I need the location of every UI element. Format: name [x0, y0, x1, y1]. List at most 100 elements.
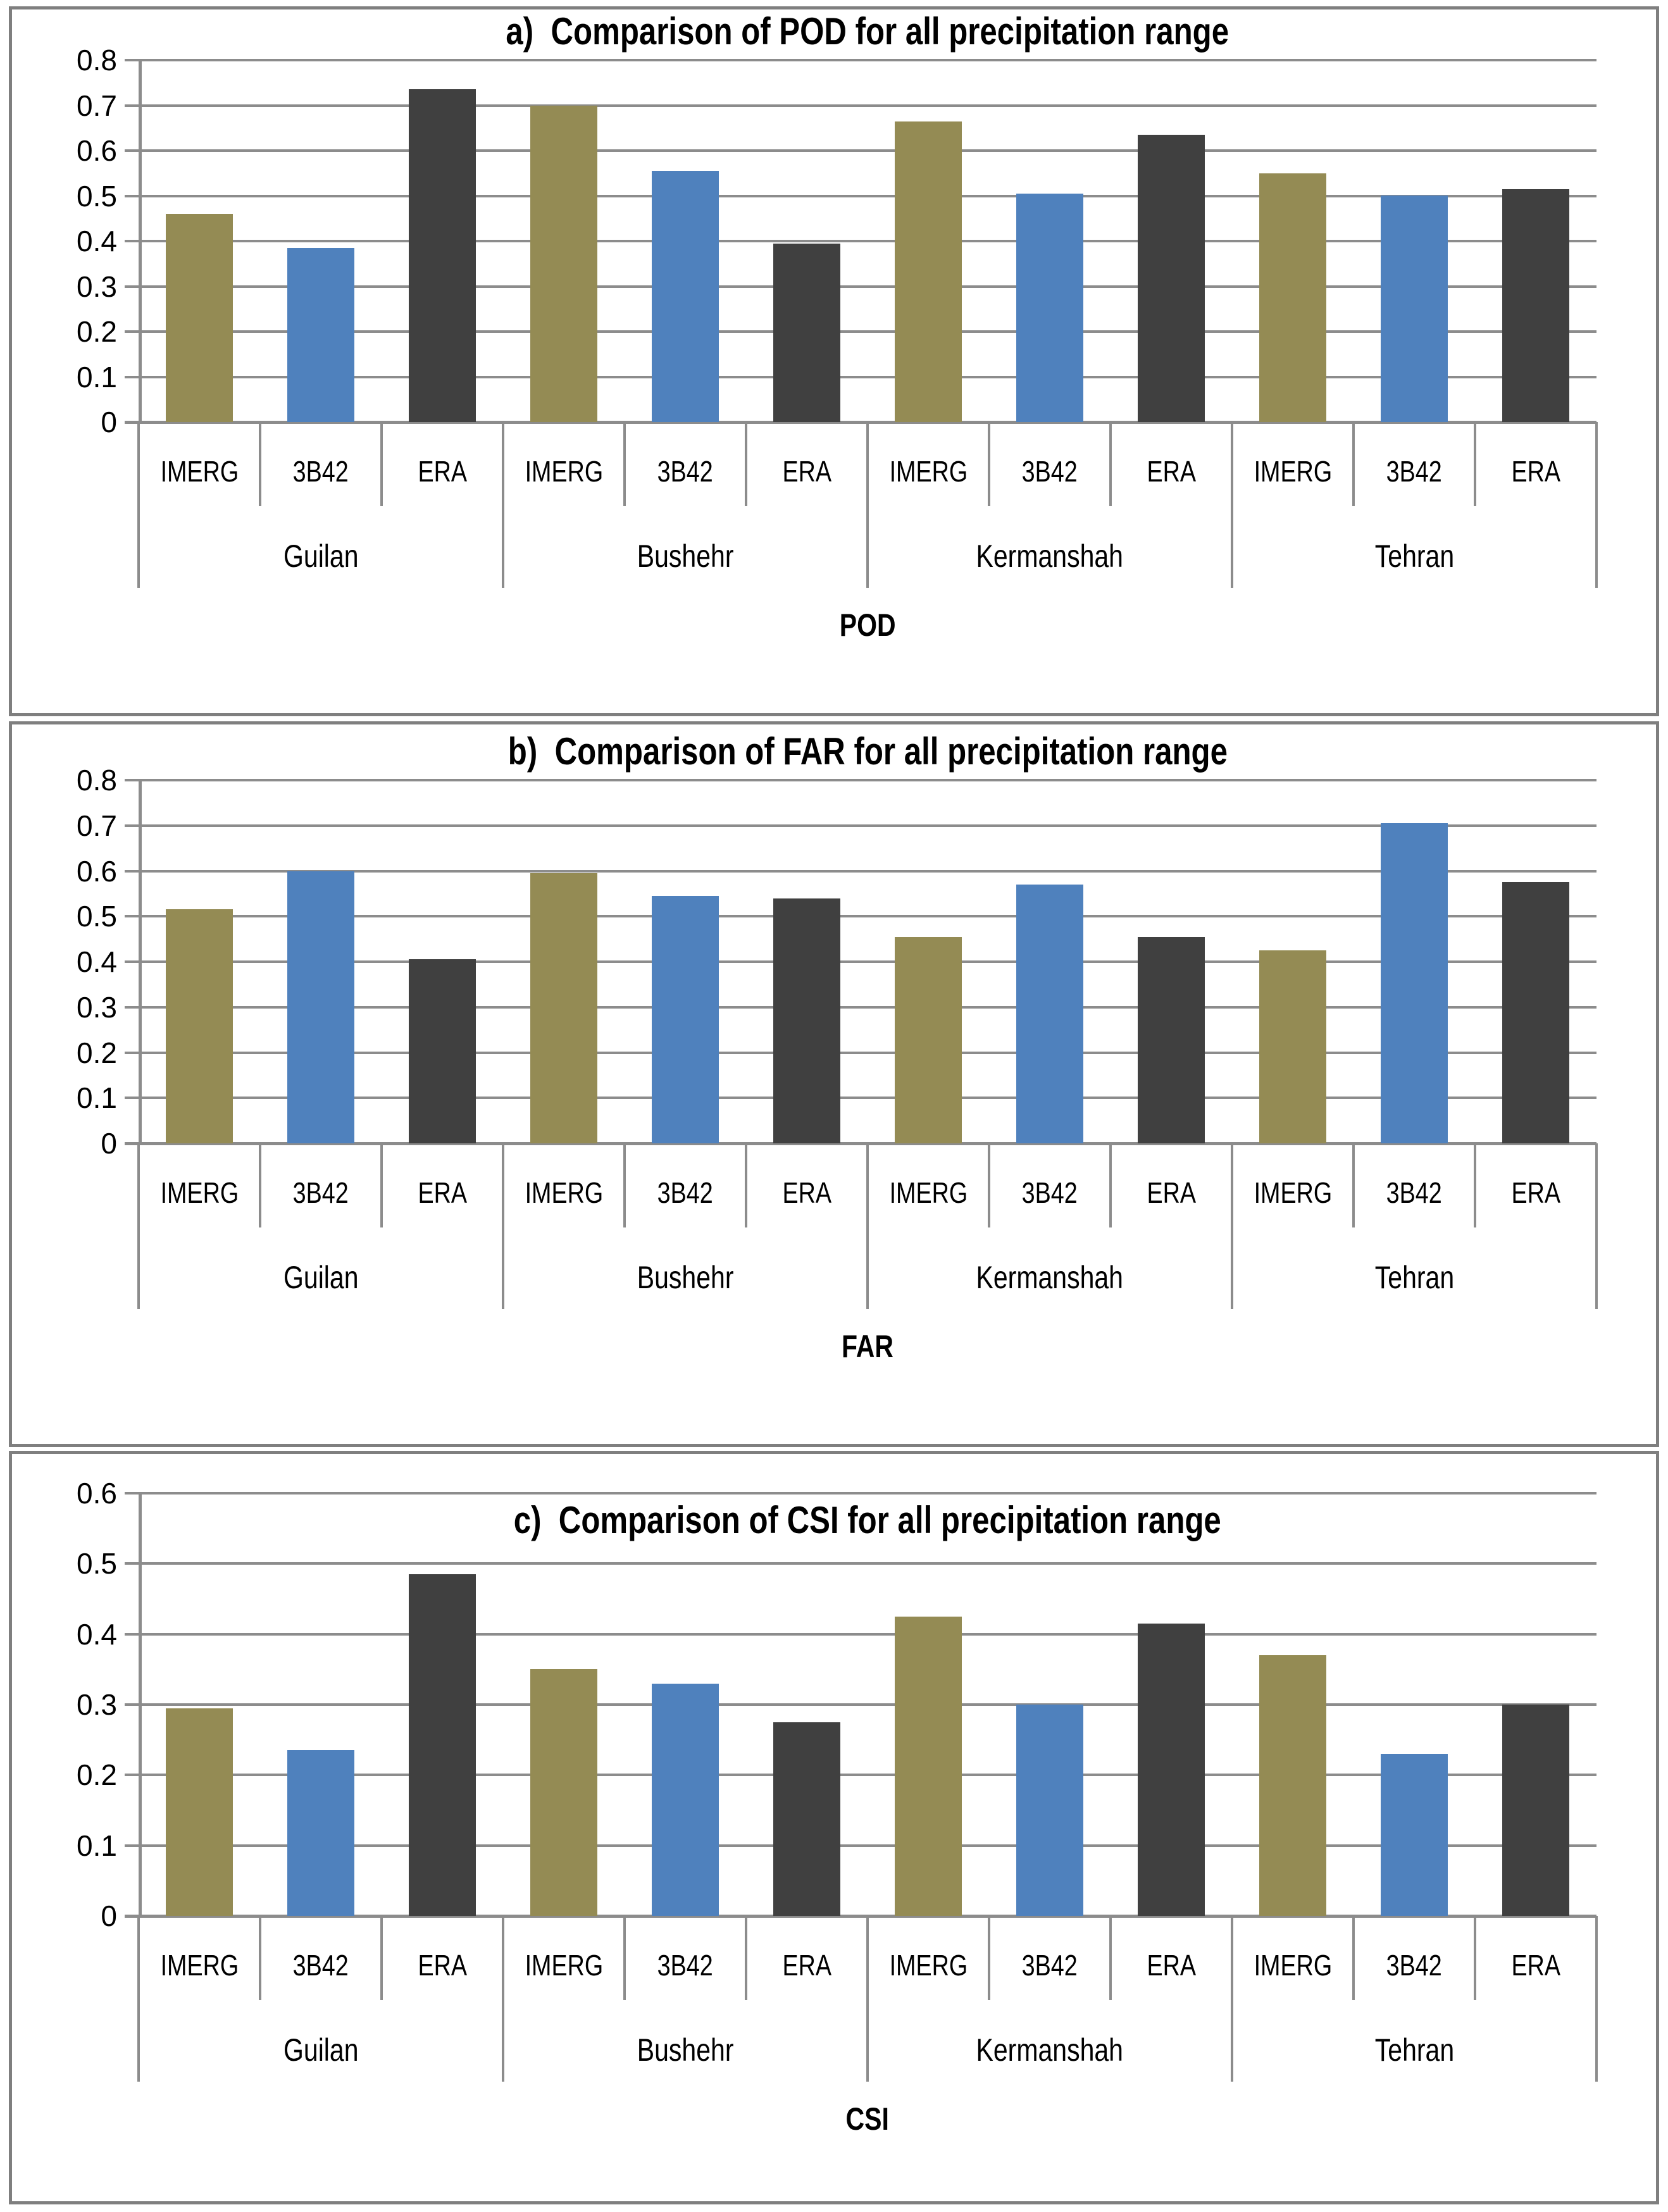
- category-group-separator: [1595, 1143, 1598, 1309]
- group-label-bushehr: Bushehr: [503, 537, 868, 580]
- series-label-text: 3B42: [657, 1949, 714, 1982]
- y-tick-label: 0.4: [77, 945, 117, 978]
- bar-kermanshah-imerg: [895, 1617, 962, 1916]
- category-group-separator: [866, 1143, 869, 1309]
- y-tick-label: 0.2: [77, 1758, 117, 1791]
- y-tick-label: 0.7: [77, 89, 117, 122]
- y-tick-label: 0.1: [77, 1829, 117, 1862]
- chart-title-text: a) Comparison of POD for all precipitati…: [506, 10, 1229, 53]
- series-label: 3B42: [625, 1948, 746, 1989]
- series-label-text: IMERG: [160, 1176, 239, 1209]
- series-label-text: ERA: [1511, 1176, 1560, 1209]
- group-label-text: Tehran: [1374, 538, 1454, 574]
- group-label-text: Kermanshah: [976, 2032, 1124, 2068]
- series-label-text: ERA: [1147, 455, 1196, 488]
- group-label-text: Bushehr: [637, 1260, 734, 1295]
- series-label-text: 3B42: [1021, 1949, 1078, 1982]
- gridline: [125, 1097, 1596, 1099]
- y-tick-label: 0.8: [77, 44, 117, 77]
- category-separator: [988, 422, 990, 506]
- y-tick-label: 0.8: [77, 764, 117, 797]
- x-axis-line: [125, 421, 1596, 424]
- gridline: [125, 330, 1596, 333]
- series-label-text: 3B42: [1386, 455, 1443, 488]
- y-tick-label: 0: [101, 1127, 117, 1160]
- group-label-tehran: Tehran: [1232, 537, 1596, 580]
- series-label: 3B42: [989, 1175, 1111, 1217]
- y-tick-label: 0.1: [77, 1081, 117, 1114]
- category-separator: [380, 1916, 383, 2000]
- bar-tehran-3b42: [1381, 823, 1448, 1143]
- group-label-text: Tehran: [1374, 1260, 1454, 1295]
- series-label: 3B42: [625, 454, 746, 495]
- group-label-kermanshah: Kermanshah: [868, 537, 1232, 580]
- y-tick-label: 0.1: [77, 361, 117, 394]
- bar-bushehr-3b42: [652, 896, 719, 1143]
- bar-bushehr-era: [773, 898, 840, 1143]
- group-label-text: Tehran: [1374, 2032, 1454, 2068]
- category-separator: [623, 1916, 626, 2000]
- series-label-text: IMERG: [525, 1176, 603, 1209]
- bar-bushehr-imerg: [530, 106, 597, 422]
- category-separator: [1109, 422, 1112, 506]
- series-label: IMERG: [868, 454, 989, 495]
- bar-kermanshah-3b42: [1016, 885, 1083, 1143]
- group-label-kermanshah: Kermanshah: [868, 1258, 1232, 1302]
- bar-kermanshah-era: [1138, 135, 1205, 422]
- series-label: 3B42: [989, 454, 1111, 495]
- y-tick-label: 0.3: [77, 270, 117, 303]
- series-label-text: IMERG: [160, 1949, 239, 1982]
- gridline: [125, 1633, 1596, 1636]
- series-label-text: ERA: [418, 1949, 467, 1982]
- series-label: ERA: [382, 454, 503, 495]
- series-label-text: IMERG: [1254, 1176, 1332, 1209]
- gridline: [125, 1562, 1596, 1565]
- series-label-text: IMERG: [525, 1949, 603, 1982]
- bar-guilan-3b42: [287, 871, 354, 1143]
- series-label: IMERG: [503, 454, 625, 495]
- y-tick-label: 0: [101, 406, 117, 438]
- axis-title-far: FAR: [139, 1328, 1596, 1367]
- gridline: [125, 1052, 1596, 1054]
- series-label-text: ERA: [1147, 1176, 1196, 1209]
- series-label: 3B42: [989, 1948, 1111, 1989]
- bar-guilan-3b42: [287, 1750, 354, 1916]
- bar-kermanshah-3b42: [1016, 194, 1083, 422]
- category-group-separator: [866, 1916, 869, 2082]
- series-label: IMERG: [139, 1948, 260, 1989]
- y-tick-label: 0.5: [77, 1547, 117, 1580]
- gridline: [125, 1703, 1596, 1706]
- chart-panel-far: b) Comparison of FAR for all precipitati…: [9, 721, 1659, 1447]
- bar-guilan-era: [409, 959, 476, 1143]
- category-separator: [745, 1143, 747, 1227]
- group-label-text: Guilan: [283, 1260, 359, 1295]
- axis-title-text: POD: [839, 607, 896, 643]
- series-label-text: IMERG: [889, 1176, 968, 1209]
- category-separator: [259, 1143, 261, 1227]
- series-label: ERA: [1475, 1948, 1596, 1989]
- bar-bushehr-imerg: [530, 1669, 597, 1916]
- category-group-separator: [1231, 422, 1233, 588]
- chart-title: b) Comparison of FAR for all precipitati…: [139, 731, 1596, 773]
- bar-bushehr-era: [773, 244, 840, 422]
- bar-tehran-imerg: [1259, 1655, 1326, 1916]
- category-separator: [380, 1143, 383, 1227]
- gridline: [125, 824, 1596, 827]
- axis-title-text: FAR: [842, 1329, 893, 1364]
- axis-title-text: CSI: [845, 2101, 890, 2137]
- series-label-text: 3B42: [292, 455, 349, 488]
- bar-bushehr-imerg: [530, 873, 597, 1143]
- bar-guilan-era: [409, 89, 476, 422]
- bar-guilan-imerg: [166, 214, 233, 422]
- y-tick-label: 0.7: [77, 809, 117, 842]
- bar-bushehr-3b42: [652, 171, 719, 422]
- gridline: [125, 104, 1596, 107]
- category-group-separator: [502, 1916, 504, 2082]
- series-label: 3B42: [1354, 454, 1475, 495]
- gridline: [125, 960, 1596, 963]
- y-tick-label: 0.4: [77, 225, 117, 258]
- gridline: [125, 240, 1596, 242]
- series-label-text: IMERG: [889, 455, 968, 488]
- group-label-kermanshah: Kermanshah: [868, 2031, 1232, 2074]
